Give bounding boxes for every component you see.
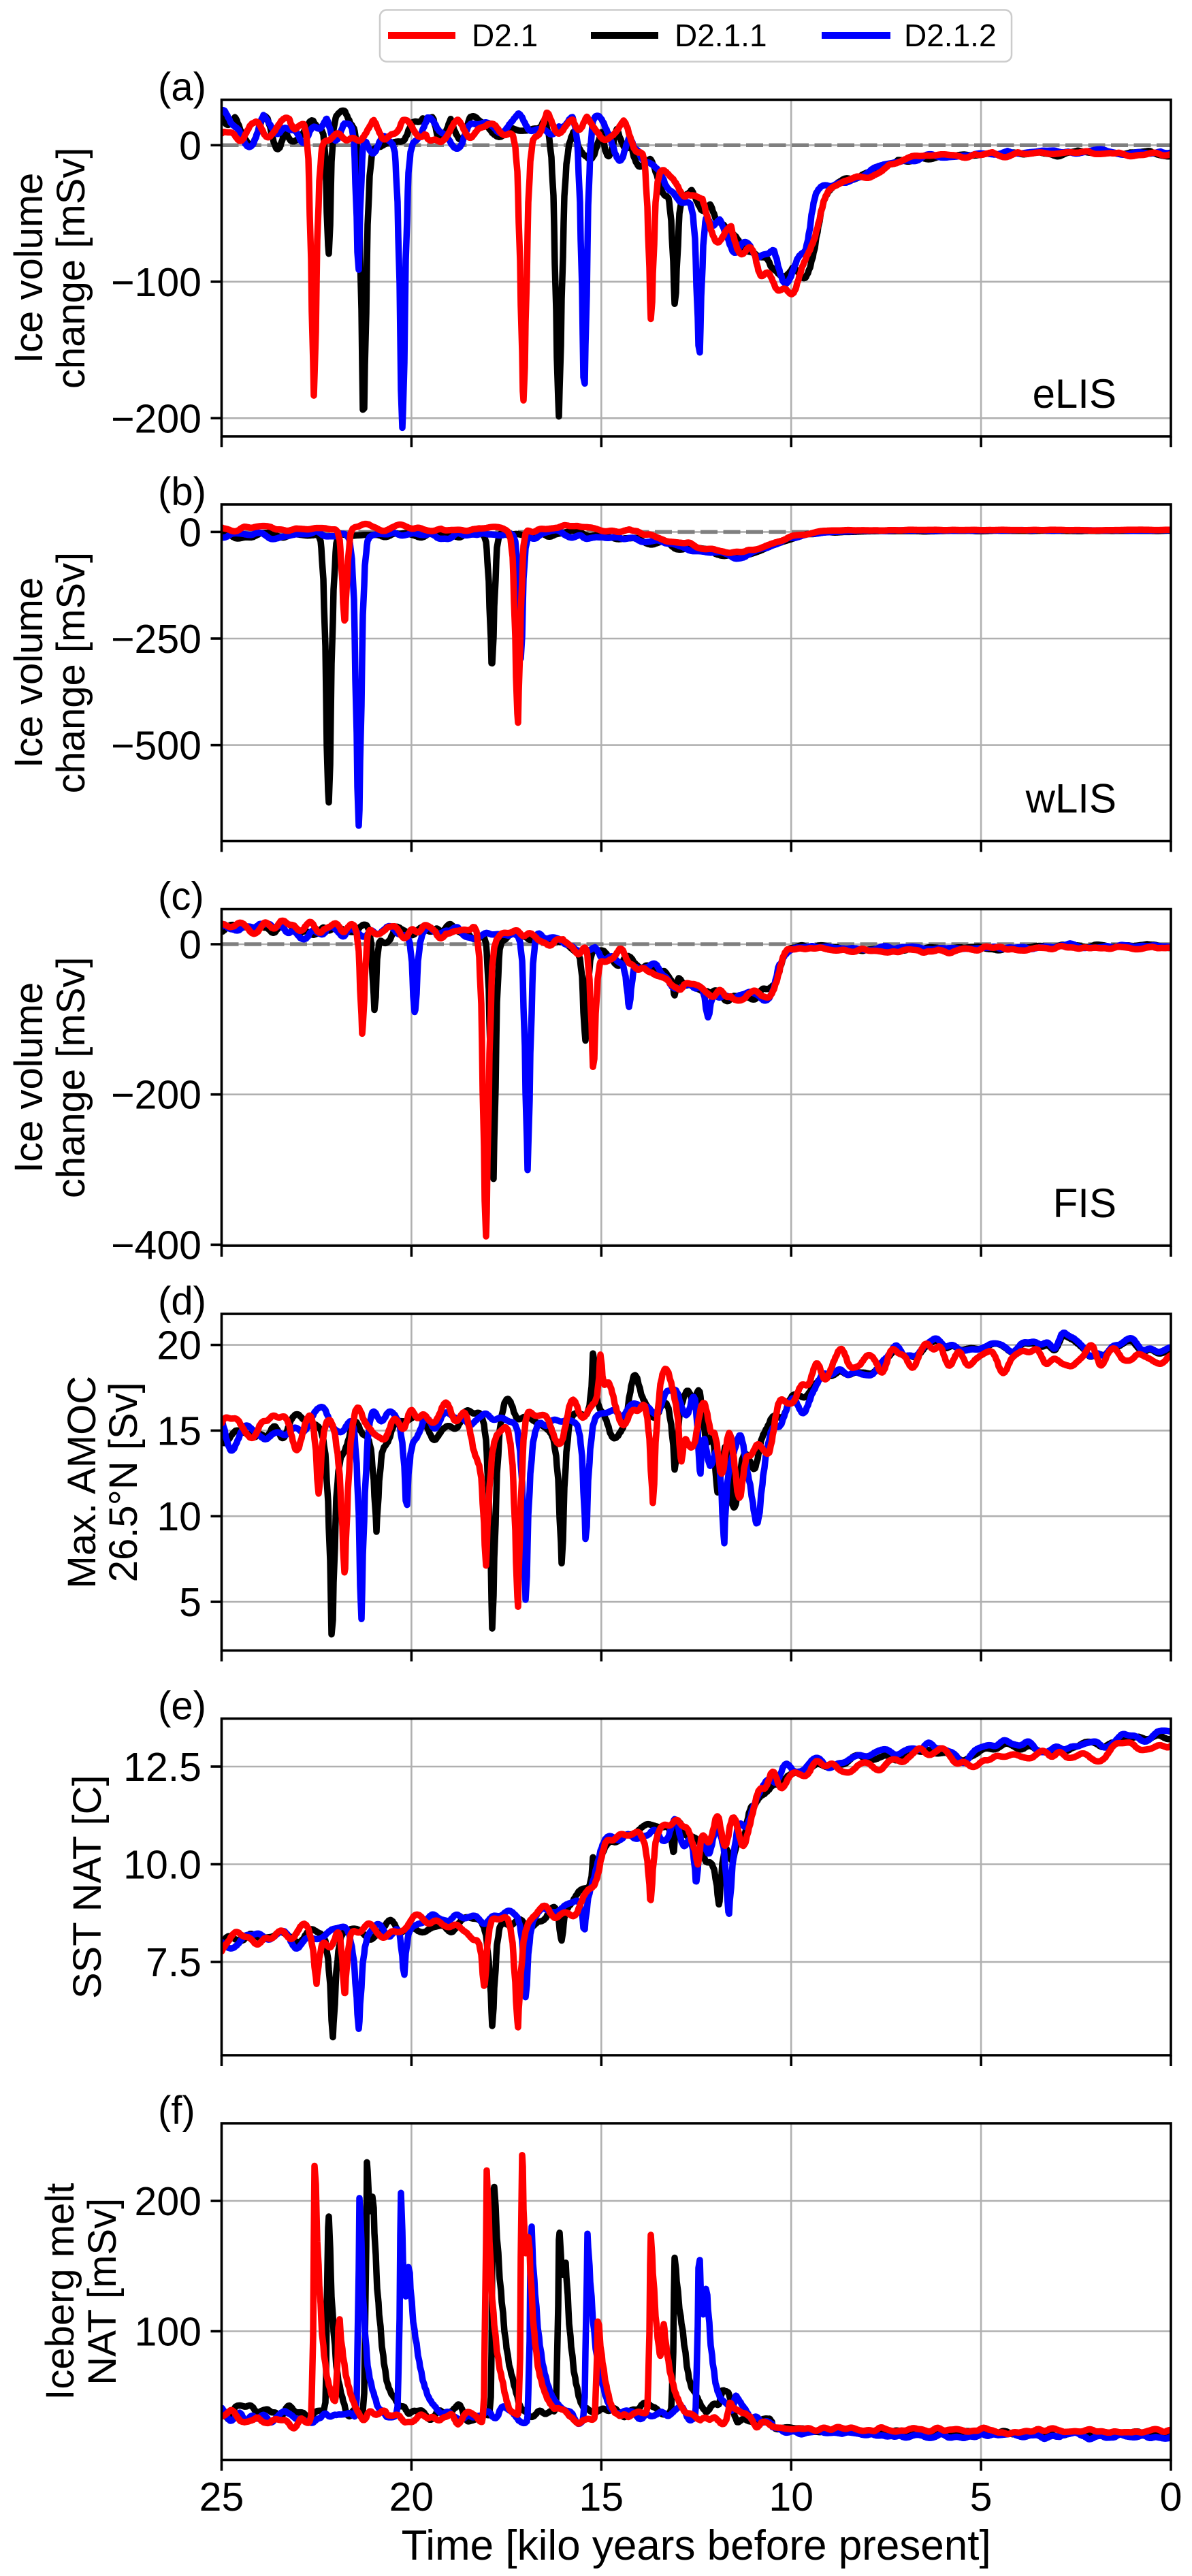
svg-text:NAT [mSv]: NAT [mSv] bbox=[80, 2198, 125, 2385]
svg-text:0: 0 bbox=[179, 922, 202, 967]
svg-text:5: 5 bbox=[970, 2475, 993, 2519]
svg-text:10: 10 bbox=[769, 2475, 814, 2519]
svg-text:15: 15 bbox=[157, 1408, 202, 1453]
svg-text:0: 0 bbox=[1160, 2475, 1182, 2519]
svg-text:Ice volume: Ice volume bbox=[7, 577, 51, 768]
svg-text:−200: −200 bbox=[111, 396, 202, 441]
svg-text:change [mSv]: change [mSv] bbox=[49, 147, 93, 389]
svg-text:(d): (d) bbox=[158, 1279, 206, 1323]
svg-text:−200: −200 bbox=[111, 1073, 202, 1118]
svg-text:12.5: 12.5 bbox=[123, 1745, 202, 1790]
svg-text:wLIS: wLIS bbox=[1025, 776, 1116, 822]
svg-text:10.0: 10.0 bbox=[123, 1843, 202, 1888]
svg-text:eLIS: eLIS bbox=[1033, 371, 1116, 417]
svg-text:Max. AMOC: Max. AMOC bbox=[60, 1376, 104, 1589]
svg-text:0: 0 bbox=[179, 123, 202, 168]
svg-text:5: 5 bbox=[179, 1580, 202, 1625]
svg-text:0: 0 bbox=[179, 510, 202, 555]
svg-text:−400: −400 bbox=[111, 1223, 202, 1268]
svg-text:SST NAT [C]: SST NAT [C] bbox=[65, 1775, 110, 1999]
svg-text:D2.1: D2.1 bbox=[472, 18, 538, 53]
svg-text:D2.1.2: D2.1.2 bbox=[904, 18, 997, 53]
svg-text:FIS: FIS bbox=[1053, 1180, 1116, 1226]
svg-text:change [mSv]: change [mSv] bbox=[49, 956, 93, 1198]
svg-text:D2.1.1: D2.1.1 bbox=[675, 18, 767, 53]
svg-text:(b): (b) bbox=[158, 470, 206, 514]
svg-text:25: 25 bbox=[199, 2475, 244, 2519]
svg-text:change [mSv]: change [mSv] bbox=[49, 552, 93, 794]
svg-text:(c): (c) bbox=[158, 875, 204, 919]
svg-text:200: 200 bbox=[135, 2179, 202, 2224]
svg-text:−100: −100 bbox=[111, 260, 202, 305]
svg-text:15: 15 bbox=[579, 2475, 624, 2519]
svg-text:Iceberg melt: Iceberg melt bbox=[38, 2183, 82, 2400]
svg-text:100: 100 bbox=[135, 2310, 202, 2355]
svg-text:(e): (e) bbox=[158, 1684, 206, 1728]
svg-text:Ice volume: Ice volume bbox=[7, 173, 51, 364]
svg-text:26.5°N [Sv]: 26.5°N [Sv] bbox=[101, 1382, 146, 1582]
svg-text:(a): (a) bbox=[158, 65, 206, 110]
svg-text:20: 20 bbox=[389, 2475, 434, 2519]
svg-text:7.5: 7.5 bbox=[146, 1940, 202, 1985]
svg-text:(f): (f) bbox=[158, 2089, 195, 2133]
svg-text:Ice volume: Ice volume bbox=[7, 982, 51, 1173]
svg-text:−500: −500 bbox=[111, 724, 202, 769]
svg-text:10: 10 bbox=[157, 1494, 202, 1539]
svg-text:−250: −250 bbox=[111, 617, 202, 662]
svg-text:Time [kilo years before presen: Time [kilo years before present] bbox=[402, 2522, 991, 2569]
svg-text:20: 20 bbox=[157, 1323, 202, 1368]
